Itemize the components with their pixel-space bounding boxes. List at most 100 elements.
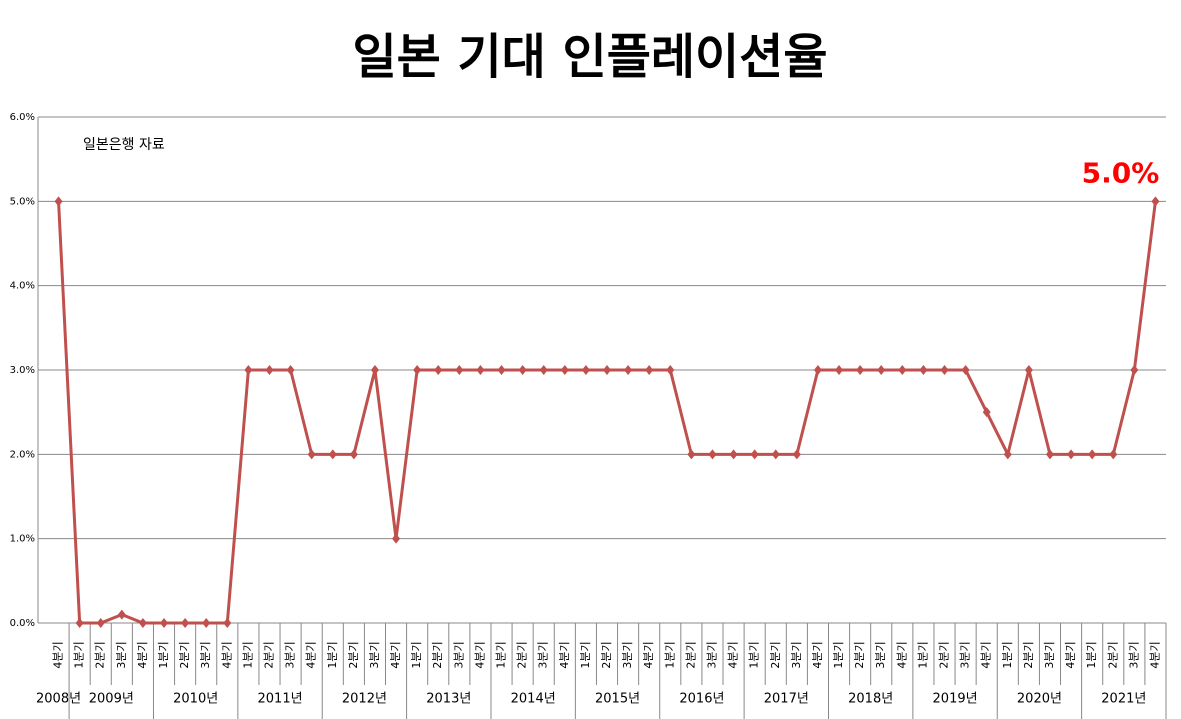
- marker: [434, 365, 443, 375]
- x-tick-label: 3분기: [790, 641, 803, 668]
- x-tick-label: 2분기: [684, 641, 697, 668]
- marker: [1088, 449, 1097, 460]
- marker: [750, 449, 759, 460]
- marker: [835, 365, 844, 375]
- marker: [856, 365, 865, 375]
- x-tick-label: 3분기: [452, 641, 465, 668]
- marker: [54, 196, 63, 207]
- x-tick-label: 1분기: [410, 641, 423, 668]
- year-label: 2012년: [342, 692, 387, 707]
- x-tick-label: 2분기: [347, 641, 360, 668]
- x-tick-label: 4분기: [389, 641, 402, 668]
- x-tick-label: 3분기: [959, 641, 972, 668]
- marker: [1130, 365, 1139, 375]
- marker: [160, 618, 169, 628]
- x-tick-label: 1분기: [157, 641, 170, 668]
- x-tick-label: 2분기: [1106, 641, 1119, 668]
- marker: [138, 618, 147, 628]
- x-tick-label: 4분기: [220, 641, 233, 668]
- marker: [1151, 196, 1160, 207]
- x-tick-label: 4분기: [558, 641, 571, 668]
- marker: [75, 618, 84, 628]
- year-label: 2008년: [36, 692, 81, 707]
- x-tick-label: 4분기: [136, 641, 149, 668]
- y-tick-label: 4.0%: [10, 281, 35, 292]
- year-label: 2018년: [848, 692, 893, 707]
- marker: [1067, 449, 1076, 460]
- x-tick-label: 4분기: [305, 641, 318, 668]
- marker: [1109, 449, 1118, 460]
- x-tick-label: 4분기: [52, 641, 65, 668]
- x-tick-label: 2분기: [516, 641, 529, 668]
- marker: [202, 618, 211, 628]
- marker: [244, 365, 253, 375]
- x-tick-label: 1분기: [326, 641, 339, 668]
- marker: [223, 618, 232, 628]
- marker: [307, 449, 316, 460]
- y-tick-label: 5.0%: [10, 196, 35, 207]
- x-tick-label: 4분기: [811, 641, 824, 668]
- marker: [1024, 365, 1033, 375]
- y-tick-label: 0.0%: [10, 618, 35, 629]
- x-tick-label: 4분기: [980, 641, 993, 668]
- x-tick-label: 2분기: [178, 641, 191, 668]
- y-tick-label: 6.0%: [10, 112, 35, 123]
- marker: [560, 365, 569, 375]
- annotation: 일본은행 자료: [83, 137, 165, 153]
- x-tick-label: 1분기: [663, 641, 676, 668]
- x-tick-label: 3분기: [537, 641, 550, 668]
- marker: [328, 449, 337, 460]
- marker: [413, 365, 422, 375]
- year-label: 2019년: [933, 692, 978, 707]
- x-tick-label: 3분기: [621, 641, 634, 668]
- x-tick-label: 2분기: [94, 641, 107, 668]
- marker: [497, 365, 506, 375]
- marker: [940, 365, 949, 375]
- marker: [771, 449, 780, 460]
- year-label: 2017년: [764, 692, 809, 707]
- x-tick-label: 3분기: [1127, 641, 1140, 668]
- year-label: 2021년: [1101, 692, 1146, 707]
- marker: [877, 365, 886, 375]
- marker: [898, 365, 907, 375]
- marker: [813, 365, 822, 375]
- x-tick-label: 3분기: [874, 641, 887, 668]
- x-tick-label: 4분기: [727, 641, 740, 668]
- x-tick-label: 4분기: [642, 641, 655, 668]
- x-tick-label: 2분기: [262, 641, 275, 668]
- x-tick-label: 2분기: [769, 641, 782, 668]
- marker: [476, 365, 485, 375]
- y-tick-label: 1.0%: [10, 534, 35, 545]
- year-label: 2020년: [1017, 692, 1062, 707]
- x-tick-label: 1분기: [73, 641, 86, 668]
- marker: [455, 365, 464, 375]
- marker: [919, 365, 928, 375]
- marker: [708, 449, 717, 460]
- x-tick-label: 3분기: [1043, 641, 1056, 668]
- marker: [286, 365, 295, 375]
- year-label: 2010년: [173, 692, 218, 707]
- year-label: 2009년: [89, 692, 134, 707]
- year-label: 2013년: [426, 692, 471, 707]
- data-label: 5.0%: [1082, 156, 1160, 189]
- marker: [792, 449, 801, 460]
- x-tick-label: 1분기: [495, 641, 508, 668]
- y-tick-label: 2.0%: [10, 449, 35, 460]
- x-tick-label: 2분기: [938, 641, 951, 668]
- marker: [518, 365, 527, 375]
- marker: [181, 618, 190, 628]
- marker: [370, 365, 379, 375]
- year-label: 2016년: [679, 692, 724, 707]
- x-tick-label: 3분기: [115, 641, 128, 668]
- x-tick-label: 1분기: [748, 641, 761, 668]
- chart-title: 일본 기대 인플레이션율: [352, 29, 827, 85]
- marker: [265, 365, 274, 375]
- y-tick-label: 3.0%: [10, 365, 35, 376]
- x-tick-label: 1분기: [579, 641, 592, 668]
- marker: [729, 449, 738, 460]
- year-label: 2015년: [595, 692, 640, 707]
- marker: [117, 609, 126, 620]
- x-tick-label: 3분기: [199, 641, 212, 668]
- marker: [666, 365, 675, 375]
